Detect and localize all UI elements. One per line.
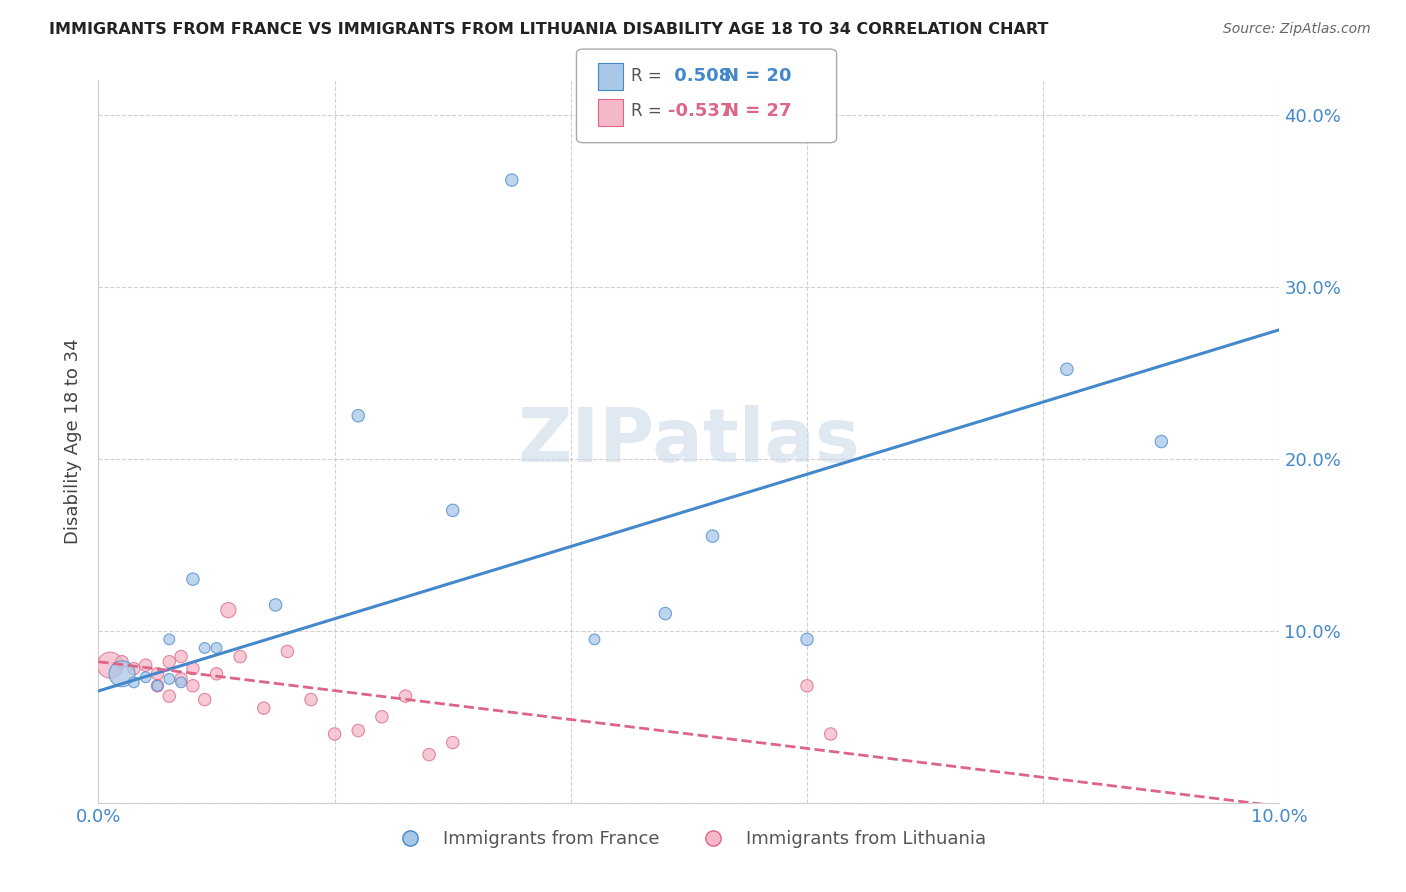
Point <box>1056 362 1078 376</box>
Point <box>347 409 370 423</box>
Point <box>122 662 145 676</box>
Point <box>194 640 217 655</box>
Text: ZIPatlas: ZIPatlas <box>517 405 860 478</box>
Point <box>347 723 370 738</box>
Point <box>264 598 287 612</box>
Point <box>323 727 346 741</box>
Point <box>205 666 228 681</box>
Point <box>441 735 464 749</box>
Point <box>501 173 523 187</box>
Point <box>205 640 228 655</box>
Legend: Immigrants from France, Immigrants from Lithuania: Immigrants from France, Immigrants from … <box>385 822 993 855</box>
Point <box>1150 434 1173 449</box>
Y-axis label: Disability Age 18 to 34: Disability Age 18 to 34 <box>65 339 83 544</box>
Point <box>820 727 842 741</box>
Text: 0.508: 0.508 <box>668 67 731 85</box>
Point <box>111 666 134 681</box>
Point <box>654 607 676 621</box>
Point <box>111 655 134 669</box>
Point <box>181 662 204 676</box>
Point <box>583 632 606 647</box>
Point <box>371 710 394 724</box>
Point <box>796 679 818 693</box>
Point <box>229 649 252 664</box>
Point <box>394 689 416 703</box>
Point <box>122 675 145 690</box>
Point <box>146 666 169 681</box>
Text: R =: R = <box>631 103 668 120</box>
Point <box>418 747 440 762</box>
Point <box>157 632 180 647</box>
Text: R =: R = <box>631 67 668 85</box>
Text: N = 20: N = 20 <box>724 67 792 85</box>
Point <box>181 572 204 586</box>
Point <box>146 679 169 693</box>
Point <box>253 701 276 715</box>
Point <box>299 692 322 706</box>
Text: IMMIGRANTS FROM FRANCE VS IMMIGRANTS FROM LITHUANIA DISABILITY AGE 18 TO 34 CORR: IMMIGRANTS FROM FRANCE VS IMMIGRANTS FRO… <box>49 22 1049 37</box>
Point <box>170 672 193 686</box>
Text: Source: ZipAtlas.com: Source: ZipAtlas.com <box>1223 22 1371 37</box>
Point <box>170 649 193 664</box>
Point <box>441 503 464 517</box>
Point <box>135 658 157 673</box>
Point <box>276 644 298 658</box>
Point <box>157 689 180 703</box>
Point <box>170 675 193 690</box>
Point <box>157 672 180 686</box>
Text: -0.537: -0.537 <box>668 103 733 120</box>
Point <box>98 658 121 673</box>
Point <box>702 529 724 543</box>
Point <box>146 679 169 693</box>
Text: N = 27: N = 27 <box>724 103 792 120</box>
Point <box>194 692 217 706</box>
Point <box>796 632 818 647</box>
Point <box>135 670 157 684</box>
Point <box>181 679 204 693</box>
Point <box>217 603 239 617</box>
Point <box>157 655 180 669</box>
